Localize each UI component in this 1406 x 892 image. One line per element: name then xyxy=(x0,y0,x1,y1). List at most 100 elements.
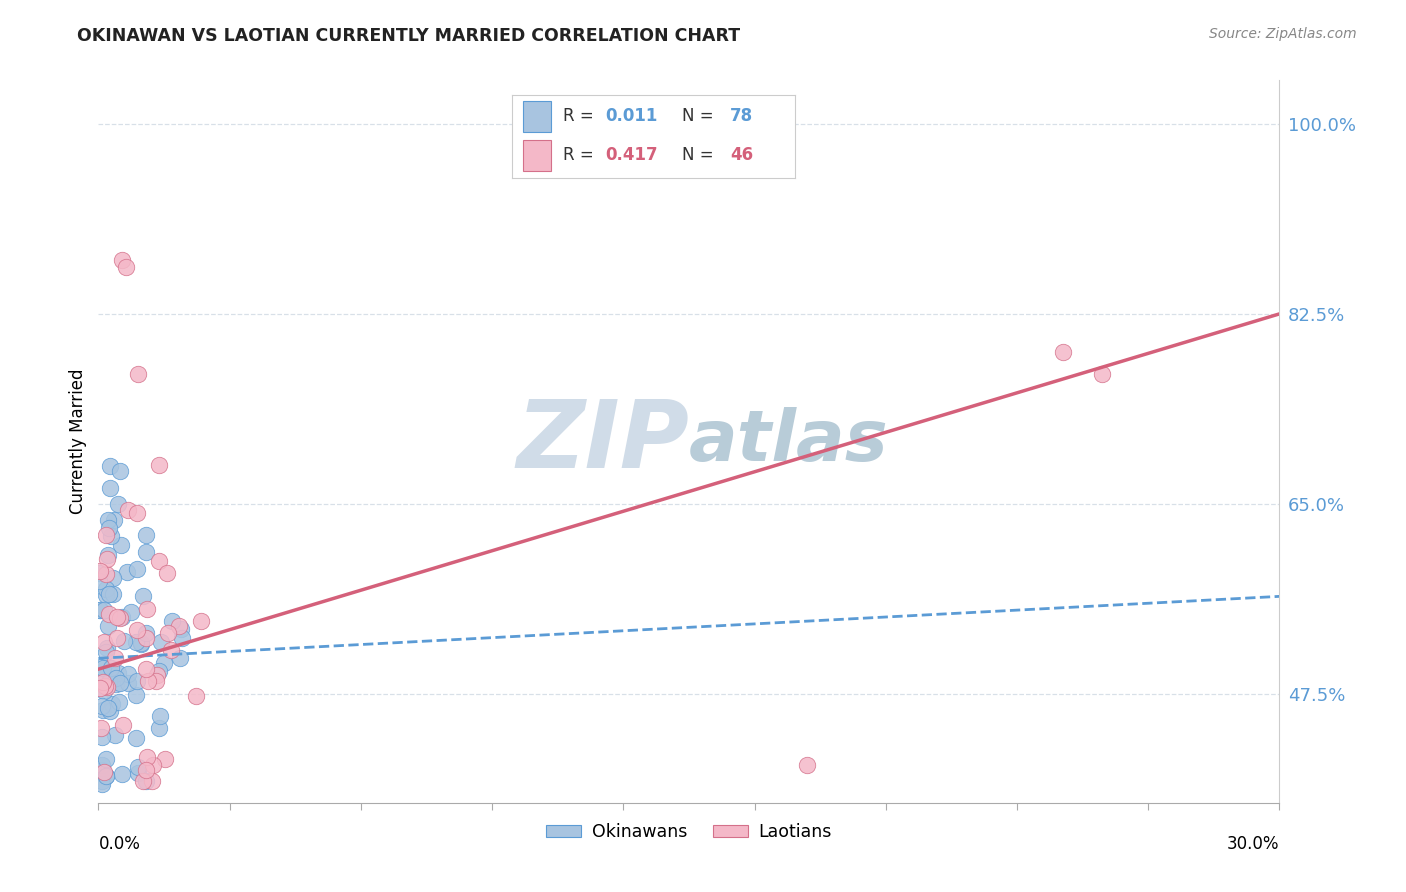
Point xyxy=(96,681,118,695)
Point xyxy=(115,565,138,579)
Point xyxy=(127,760,149,774)
Point xyxy=(160,615,183,629)
Point xyxy=(97,675,120,690)
Point xyxy=(136,673,159,688)
Point xyxy=(135,763,157,777)
Point xyxy=(91,669,114,683)
Point xyxy=(107,666,129,681)
Point xyxy=(169,650,191,665)
Point xyxy=(89,603,111,617)
Point xyxy=(148,458,170,472)
Point xyxy=(104,650,127,665)
Point xyxy=(152,657,174,671)
Point xyxy=(112,634,135,648)
Point xyxy=(117,502,139,516)
Point xyxy=(150,634,173,648)
Text: Source: ZipAtlas.com: Source: ZipAtlas.com xyxy=(1209,27,1357,41)
Point xyxy=(145,674,167,689)
Point xyxy=(98,607,121,621)
Point xyxy=(110,538,132,552)
Text: ZIP: ZIP xyxy=(516,395,689,488)
Point xyxy=(125,688,148,702)
Point xyxy=(91,675,114,690)
Point xyxy=(141,774,163,789)
Point xyxy=(94,582,117,596)
Point xyxy=(148,554,170,568)
Point xyxy=(103,513,125,527)
Point xyxy=(167,619,190,633)
Point xyxy=(89,574,111,589)
Point xyxy=(91,731,114,745)
Point xyxy=(1091,367,1114,381)
Point xyxy=(97,548,120,562)
Point xyxy=(100,661,122,675)
Point xyxy=(105,610,128,624)
Point xyxy=(98,704,121,718)
Text: atlas: atlas xyxy=(689,407,889,476)
Point xyxy=(89,564,111,578)
Point xyxy=(91,763,114,777)
Point xyxy=(91,757,114,772)
Point xyxy=(101,698,124,712)
Point xyxy=(135,626,157,640)
Point xyxy=(96,551,118,566)
Point xyxy=(127,624,149,638)
Point xyxy=(91,777,114,791)
Point xyxy=(131,589,153,603)
Point xyxy=(108,611,131,625)
Point xyxy=(127,766,149,780)
Point xyxy=(101,571,124,585)
Point xyxy=(97,701,120,715)
Point xyxy=(1052,345,1074,359)
Point xyxy=(94,567,117,582)
Point xyxy=(91,703,114,717)
Point xyxy=(111,252,134,267)
Point xyxy=(148,722,170,736)
Point xyxy=(127,562,149,576)
Point xyxy=(98,521,121,535)
Point xyxy=(135,631,157,645)
Point xyxy=(111,609,134,624)
Point xyxy=(93,661,115,675)
Point xyxy=(125,635,148,649)
Legend: Okinawans, Laotians: Okinawans, Laotians xyxy=(540,816,838,848)
Point xyxy=(135,528,157,542)
Point xyxy=(108,675,131,690)
Point xyxy=(105,677,128,691)
Point xyxy=(96,640,118,655)
Point xyxy=(112,717,135,731)
Point xyxy=(91,698,114,713)
Point xyxy=(90,774,112,789)
Point xyxy=(135,545,157,559)
Point xyxy=(93,683,115,698)
Point xyxy=(125,731,148,746)
Point xyxy=(184,689,207,703)
Point xyxy=(98,458,121,473)
Point xyxy=(107,695,129,709)
Point xyxy=(155,752,177,766)
Point xyxy=(104,728,127,742)
Point xyxy=(93,764,115,779)
Point xyxy=(90,721,112,735)
Point xyxy=(127,367,149,381)
Point xyxy=(157,626,180,640)
Point xyxy=(98,587,121,601)
Point xyxy=(94,528,117,542)
Point xyxy=(170,622,193,636)
Point xyxy=(89,681,111,695)
Text: 0.0%: 0.0% xyxy=(98,835,141,854)
Point xyxy=(94,645,117,659)
Point xyxy=(107,631,129,645)
Point xyxy=(117,676,139,690)
Point xyxy=(90,660,112,674)
Point xyxy=(100,529,122,543)
Point xyxy=(115,260,138,275)
Point xyxy=(110,464,132,478)
Point xyxy=(93,634,115,648)
Point xyxy=(129,636,152,650)
Point xyxy=(146,668,169,682)
Y-axis label: Currently Married: Currently Married xyxy=(69,368,87,515)
Point xyxy=(103,587,125,601)
Point xyxy=(117,666,139,681)
Point xyxy=(172,631,194,645)
